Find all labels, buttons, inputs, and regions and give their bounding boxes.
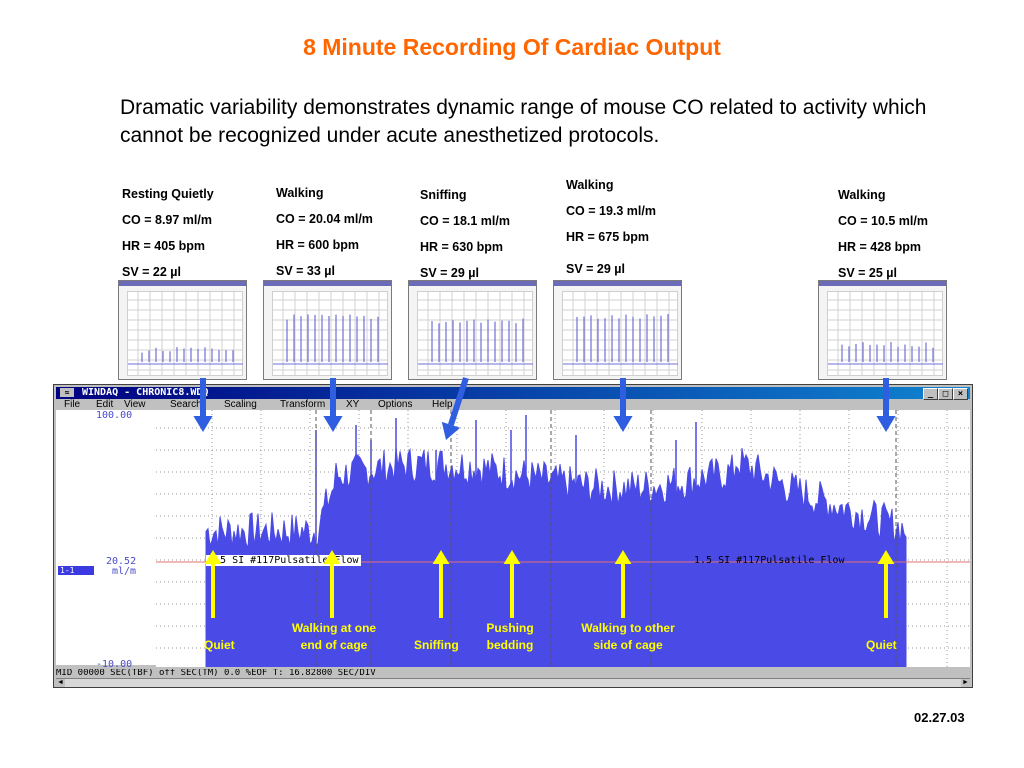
channel-indicator[interactable]: 1-1: [58, 566, 94, 575]
stat-co: CO = 18.1 ml/m: [420, 214, 510, 228]
waveform-thumbnail-walking-2: [553, 280, 682, 380]
window-title: WINDAQ - CHRONIC8.WDQ: [82, 387, 209, 398]
app-icon[interactable]: ≈: [60, 388, 74, 397]
stat-sv: SV = 22 µl: [122, 265, 181, 279]
stat-sv: SV = 33 µl: [276, 264, 335, 278]
menu-search[interactable]: Search: [170, 399, 202, 410]
menu-help[interactable]: Help: [432, 399, 453, 410]
scroll-right-icon[interactable]: ►: [961, 679, 970, 687]
window-titlebar[interactable]: ≈ WINDAQ - CHRONIC8.WDQ _ □ ×: [56, 387, 970, 400]
waveform-thumbnail-sniffing: [408, 280, 537, 380]
menu-edit[interactable]: Edit: [96, 399, 114, 410]
stat-sv: SV = 29 µl: [420, 266, 479, 280]
stat-block-walking-1: Walking CO = 20.04 ml/m HR = 600 bpm SV …: [276, 180, 373, 284]
stat-activity: Walking: [838, 188, 886, 202]
stat-block-sniffing: Sniffing CO = 18.1 ml/m HR = 630 bpm SV …: [420, 182, 510, 286]
stat-activity: Sniffing: [420, 188, 467, 202]
stat-activity: Walking: [276, 186, 324, 200]
slide-intro: Dramatic variability demonstrates dynami…: [120, 96, 927, 147]
channel-label-right: 1.5 SI #117Pulsatile Flow: [694, 555, 845, 566]
minimize-button[interactable]: _: [923, 388, 938, 400]
menu-transform[interactable]: Transform: [280, 399, 326, 410]
menu-scaling[interactable]: Scaling: [224, 399, 257, 410]
label-quiet-end: Quiet: [866, 638, 897, 652]
stat-co: CO = 20.04 ml/m: [276, 212, 373, 226]
status-bar: MID 00000 SEC(TBF) off SEC(TM) 0.0 %EOF …: [56, 669, 970, 678]
stat-hr: HR = 405 bpm: [122, 239, 206, 253]
slide-date: 02.27.03: [914, 710, 965, 725]
slide-title: 8 Minute Recording Of Cardiac Output: [303, 34, 721, 60]
waveform-thumbnail-resting: [118, 280, 247, 380]
stat-block-walking-2: Walking CO = 19.3 ml/m HR = 675 bpm SV =…: [566, 172, 656, 282]
scale-unit: ml/m: [112, 566, 137, 577]
stat-co: CO = 8.97 ml/m: [122, 213, 212, 227]
waveform-thumbnail-walking-3: [818, 280, 947, 380]
maximize-button[interactable]: □: [938, 388, 953, 400]
menu-view[interactable]: View: [124, 399, 146, 410]
label-walking-other: Walking to other side of cage: [581, 621, 675, 652]
menu-bar: File Edit View Search Scaling Transform …: [56, 399, 970, 410]
scale-top: 100.00: [96, 410, 133, 421]
stat-block-walking-3: Walking CO = 10.5 ml/m HR = 428 bpm SV =…: [838, 182, 928, 286]
horizontal-scrollbar[interactable]: ◄ ►: [56, 678, 970, 687]
windaq-window: ≈ WINDAQ - CHRONIC8.WDQ _ □ × File Edit …: [53, 384, 973, 688]
channel-label-left: 1.5 SI #117Pulsatile Flow: [206, 555, 361, 566]
stat-sv: SV = 29 µl: [566, 262, 625, 276]
stat-hr: HR = 675 bpm: [566, 230, 650, 244]
menu-xy[interactable]: XY: [346, 399, 360, 410]
close-button[interactable]: ×: [953, 388, 968, 400]
stat-activity: Resting Quietly: [122, 187, 214, 201]
stat-block-resting: Resting Quietly CO = 8.97 ml/m HR = 405 …: [122, 181, 214, 285]
label-walking-end: Walking at one end of cage: [291, 621, 377, 652]
stat-activity: Walking: [566, 178, 614, 192]
label-quiet-start: Quiet: [204, 638, 235, 652]
stat-hr: HR = 630 bpm: [420, 240, 504, 254]
stat-hr: HR = 600 bpm: [276, 238, 360, 252]
scroll-left-icon[interactable]: ◄: [56, 679, 65, 687]
stat-co: CO = 19.3 ml/m: [566, 204, 656, 218]
label-sniffing: Sniffing: [414, 638, 459, 652]
scale-bottom: -10.00: [96, 659, 133, 670]
waveform-svg: [156, 410, 970, 667]
stat-co: CO = 10.5 ml/m: [838, 214, 928, 228]
menu-options[interactable]: Options: [378, 399, 413, 410]
scale-panel: 100.00 20.52 ml/m 1-1 -10.00: [56, 410, 156, 670]
waveform-thumbnail-walking-1: [263, 280, 392, 380]
scale-mid: 20.52: [106, 556, 137, 567]
label-pushing: Pushing bedding: [486, 621, 534, 652]
stat-sv: SV = 25 µl: [838, 266, 897, 280]
waveform-plot[interactable]: 1.5 SI #117Pulsatile Flow 1.5 SI #117Pul…: [156, 410, 970, 667]
stat-hr: HR = 428 bpm: [838, 240, 922, 254]
menu-file[interactable]: File: [64, 399, 81, 410]
